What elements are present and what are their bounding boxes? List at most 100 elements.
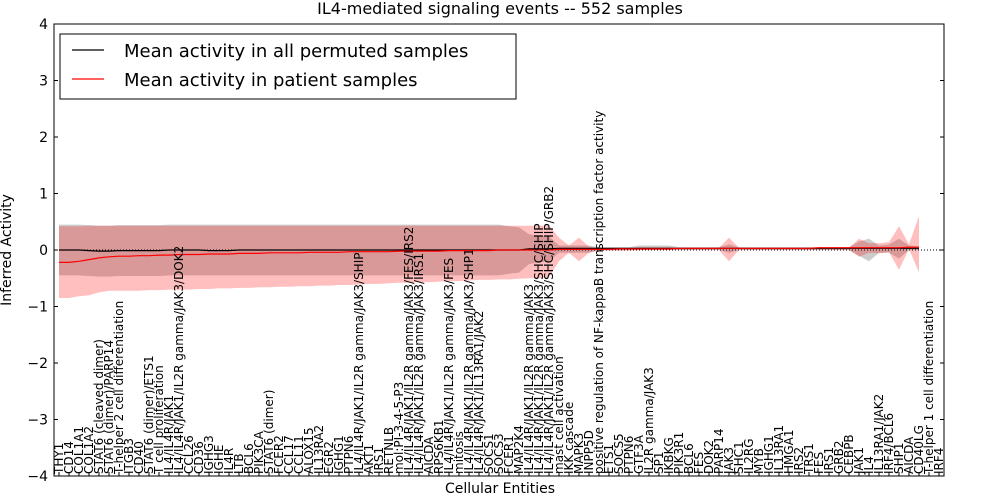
x-tick-label: IGHG3	[202, 435, 216, 474]
x-tick-label: PIK3CA	[252, 430, 266, 474]
x-tick-label: IKK cascade	[562, 402, 576, 474]
x-tick-label: CD14	[62, 441, 76, 474]
x-tick-label: STAT6 (dimer)	[262, 390, 276, 474]
x-tick-label: IL13RA1/JAK2	[872, 394, 886, 474]
x-tick-label: CD40LG	[912, 425, 926, 474]
x-tick-label: IGHE	[212, 445, 226, 474]
x-tick-label: BCL6	[242, 443, 256, 474]
x-tick-label: MAPK3	[572, 433, 586, 474]
line-series-1	[59, 246, 919, 263]
y-tick-label: 3	[39, 74, 48, 90]
y-tick-label: 1	[39, 187, 48, 203]
x-tick-label: IL4/IL4R/JAK1/IL2R gamma/JAK3/FES/IRS2	[402, 227, 416, 474]
x-tick-label: SOCS1	[482, 433, 496, 474]
x-tick-label: IL4/IL4R/JAK1	[162, 395, 176, 474]
x-tick-label: FES	[692, 452, 706, 474]
x-tick-label: SOCS5	[612, 433, 626, 474]
x-tick-label: RETNLB	[382, 427, 396, 474]
x-tick-label: IGHG1	[332, 435, 346, 474]
x-tick-label: IL2RG	[742, 439, 756, 475]
x-tick-label: AICDA	[422, 436, 436, 474]
legend-label-patient: Mean activity in patient samples	[124, 70, 418, 91]
y-tick-label: 2	[39, 130, 48, 146]
x-tick-label: IL4/IL4R/JAK1/IL2R gamma/JAK3/DOK2	[172, 246, 186, 474]
x-tick-label: MAP2K4	[512, 425, 526, 474]
confidence-bands	[59, 216, 919, 298]
x-tick-label: AICDA	[902, 436, 916, 474]
x-tick-label: CD36	[192, 441, 206, 474]
x-tick-label: PIK3R1	[672, 432, 686, 474]
x-tick-label: ALOX15	[302, 427, 316, 474]
x-axis-ticks	[58, 472, 940, 476]
x-tick-label: SHC1	[732, 441, 746, 474]
x-tick-label: CEBPB	[842, 434, 856, 474]
legend-label-permuted: Mean activity in all permuted samples	[124, 41, 468, 62]
x-tick-label: PTPN6	[622, 436, 636, 474]
x-tick-label: EGR2	[322, 441, 336, 474]
x-tick-label: HMGA1	[782, 429, 796, 474]
legend: Mean activity in all permuted samples Me…	[59, 33, 517, 100]
x-tick-label: JAK3	[722, 447, 736, 475]
x-tick-label: IRS1	[372, 447, 386, 474]
x-tick-label: LTB	[232, 453, 246, 474]
x-tick-label: JAK1	[852, 447, 866, 475]
x-tick-label: BCL6	[682, 443, 696, 474]
y-tick-label: −3	[27, 413, 48, 429]
x-tick-label: RPS6KB1	[432, 419, 446, 474]
x-tick-label: IL4/IL4R/JAK1/IL2R gamma/JAK3/SHP1	[462, 248, 476, 474]
legend-box	[59, 33, 517, 100]
x-tick-label: IRS2	[792, 447, 806, 474]
x-tick-label: IRS1	[822, 447, 836, 474]
x-tick-label: positive regulation of NF-kappaB transcr…	[592, 111, 606, 474]
x-tick-label: mitosis	[452, 431, 466, 474]
x-tick-label: TRS1	[802, 443, 816, 475]
y-tick-label: 0	[39, 243, 48, 259]
x-tick-label: STAT6 (dimer)/PARP14	[102, 340, 116, 474]
x-tick-label: MYB	[752, 448, 766, 474]
y-axis-label: Inferred Activity	[0, 194, 15, 306]
x-tick-label: THY1	[52, 443, 66, 475]
x-tick-label: ETS1	[602, 444, 616, 474]
y-tick-label: −2	[27, 356, 48, 372]
y-axis-ticks: −4 −3 −2 −1 0 1 2 3 4	[27, 17, 944, 485]
chart-title: IL4-mediated signaling events -- 552 sam…	[317, 0, 683, 18]
x-tick-label: IL4	[862, 456, 876, 474]
x-tick-label: STAT6 (cleaved dimer)	[92, 339, 106, 474]
x-tick-label: mast cell activation	[552, 356, 566, 474]
x-tick-label: SOCS3	[492, 433, 506, 474]
x-tick-label: IL2R gamma/JAK3	[642, 367, 656, 474]
x-tick-label: ITGB3	[122, 438, 136, 474]
x-tick-label: STAT6 (dimer)/ETS1	[142, 355, 156, 474]
x-tick-label: SP1	[652, 452, 666, 475]
x-tick-label: CD40	[132, 441, 146, 474]
x-tick-label: INPP5D	[582, 430, 596, 474]
series-lines	[59, 246, 919, 263]
x-tick-label: CCL11	[292, 435, 306, 474]
x-tick-label: GRB2	[832, 440, 846, 474]
y-tick-label: −1	[27, 300, 48, 316]
x-tick-label: SHP1	[892, 442, 906, 474]
x-tick-label: FCER1	[502, 435, 516, 474]
x-tick-label: IKBKG	[662, 437, 676, 474]
x-tick-label: IL4/IL4R/JAK1/IL2R gamma/JAK3/SHC/SHIP	[532, 223, 546, 474]
x-tick-label: mol:PI-3-4-5-P3	[392, 382, 406, 474]
x-tick-label: CCL17	[282, 435, 296, 474]
x-tick-label: COL1A1	[72, 426, 86, 474]
x-tick-label: IL13RA2	[312, 425, 326, 474]
x-tick-label: IRF4	[932, 448, 946, 474]
x-tick-label: IRF4/BCL6	[882, 413, 896, 474]
x-tick-label: IL4/IL4R/JAK1/IL2R gamma/JAK3/IRS1	[412, 253, 426, 474]
x-tick-label: DOK2	[702, 440, 716, 474]
x-tick-label: COL1A2	[82, 426, 96, 474]
x-tick-label: PARP14	[712, 428, 726, 474]
x-tick-label: IL4/IL4R/JAK1/IL13RA1/JAK2	[472, 311, 486, 475]
x-axis-label: Cellular Entities	[445, 481, 555, 497]
x-tick-label: AKT1	[362, 444, 376, 474]
y-tick-label: 4	[39, 17, 48, 33]
y-tick-label: −4	[27, 469, 48, 485]
x-tick-label: IL4/IL4R/JAK1/IL2R gamma/JAK3/SHC/SHIP/G…	[542, 186, 556, 474]
band-series-1	[59, 216, 919, 298]
x-tick-label: IL4R	[222, 448, 236, 474]
